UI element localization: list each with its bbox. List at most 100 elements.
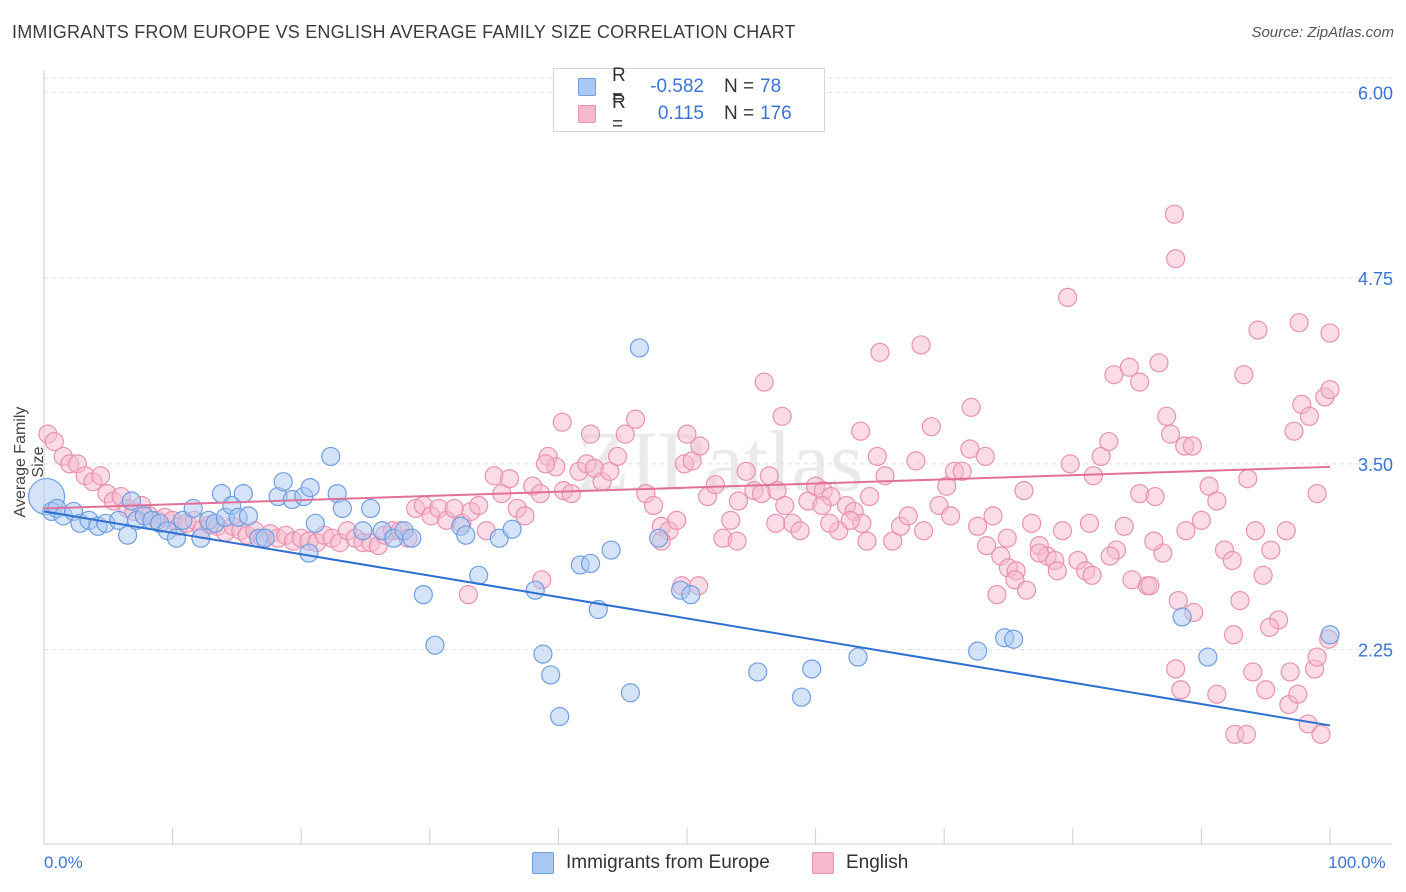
- english-point: [1245, 521, 1266, 541]
- english-point: [870, 342, 890, 362]
- english-point: [499, 469, 520, 489]
- english-point: [1168, 590, 1188, 611]
- europe-point: [601, 540, 621, 560]
- english-point: [987, 585, 1007, 605]
- europe-point: [525, 580, 545, 600]
- english-point: [960, 439, 980, 459]
- europe-point: [620, 683, 641, 703]
- english-point: [820, 513, 840, 533]
- europe-point: [748, 662, 768, 682]
- legend-row-europe: R = -0.582 N = 78: [578, 65, 782, 108]
- english-point: [1099, 431, 1119, 452]
- legend-r-value: 0.115: [657, 103, 704, 124]
- europe-point: [968, 641, 988, 661]
- europe-point: [353, 521, 373, 541]
- english-point: [961, 397, 981, 417]
- europe-point: [791, 687, 812, 707]
- english-point: [1311, 724, 1331, 744]
- english-point: [751, 483, 772, 504]
- english-point: [1029, 543, 1049, 563]
- europe-point: [121, 491, 142, 511]
- english-point: [898, 506, 918, 526]
- europe-point: [299, 543, 319, 563]
- europe-point: [183, 498, 203, 519]
- english-point: [1223, 625, 1244, 645]
- english-point: [857, 531, 877, 551]
- english-point: [921, 417, 941, 437]
- europe-point: [425, 635, 445, 655]
- europe-point: [681, 585, 701, 605]
- english-point: [1130, 483, 1150, 504]
- english-point: [997, 528, 1017, 548]
- legend-swatch-europe: [578, 78, 596, 96]
- english-point: [883, 531, 903, 551]
- english-point: [1171, 680, 1191, 700]
- english-point: [1261, 540, 1281, 560]
- europe-point: [255, 528, 275, 548]
- english-point: [1199, 476, 1219, 496]
- legend-n-label: N =: [724, 76, 755, 97]
- europe-point: [550, 706, 570, 727]
- english-point: [682, 451, 702, 471]
- english-point: [643, 495, 664, 516]
- english-point: [1222, 550, 1242, 571]
- europe-trend-line: [43, 510, 1331, 727]
- legend-n-value: 78: [760, 76, 782, 97]
- source-label: Source: ZipAtlas.com: [1251, 24, 1394, 41]
- europe-point: [649, 528, 669, 548]
- legend-r-label: R =: [612, 65, 626, 108]
- legend-r-label: R =: [612, 92, 626, 135]
- english-point: [1280, 662, 1300, 682]
- y-tick-label: 3.50: [1358, 455, 1393, 475]
- english-point: [840, 510, 860, 530]
- english-point: [561, 483, 581, 504]
- english-point: [911, 335, 931, 355]
- english-point: [1207, 684, 1227, 704]
- english-point: [1100, 546, 1120, 566]
- english-point: [705, 475, 725, 495]
- y-tick-label: 4.75: [1358, 269, 1393, 289]
- english-point: [1288, 684, 1308, 704]
- english-point: [1016, 580, 1037, 600]
- english-point: [812, 495, 832, 516]
- english-point: [851, 421, 871, 441]
- europe-point: [848, 647, 868, 667]
- english-point: [914, 521, 934, 541]
- x-tick-label-max: 100.0%: [1328, 853, 1386, 872]
- english-point: [607, 446, 628, 467]
- english-point: [625, 409, 646, 429]
- english-point: [1114, 516, 1134, 536]
- english-point: [1164, 204, 1184, 224]
- english-point: [1191, 510, 1212, 530]
- trend-lines: [43, 465, 1331, 727]
- english-point: [600, 461, 620, 481]
- english-point: [1145, 486, 1165, 507]
- english-point: [1160, 424, 1181, 444]
- english-point: [1149, 353, 1169, 373]
- english-point: [867, 446, 887, 467]
- english-point: [775, 495, 795, 516]
- english-point: [1284, 421, 1304, 441]
- english-point: [975, 446, 995, 467]
- english-point: [1207, 491, 1227, 511]
- english-point: [458, 585, 478, 605]
- english-point: [1289, 313, 1309, 333]
- english-point: [860, 486, 880, 507]
- english-point: [44, 431, 64, 452]
- english-point: [1276, 521, 1296, 541]
- legend-r-value: -0.582: [650, 76, 704, 97]
- y-tick-labels: 2.25 3.50 4.75 6.00: [1358, 83, 1393, 660]
- axes: [43, 70, 1392, 845]
- europe-point: [361, 498, 381, 519]
- english-point: [1166, 659, 1186, 679]
- english-point: [968, 516, 988, 536]
- english-point: [1248, 320, 1268, 340]
- english-point: [515, 506, 535, 526]
- europe-point: [273, 472, 293, 492]
- english-point: [535, 454, 556, 474]
- europe-point: [1198, 647, 1218, 667]
- english-point: [952, 461, 972, 481]
- english-point: [469, 495, 489, 516]
- legend-n-value: 176: [760, 103, 792, 124]
- english-point: [1079, 513, 1100, 533]
